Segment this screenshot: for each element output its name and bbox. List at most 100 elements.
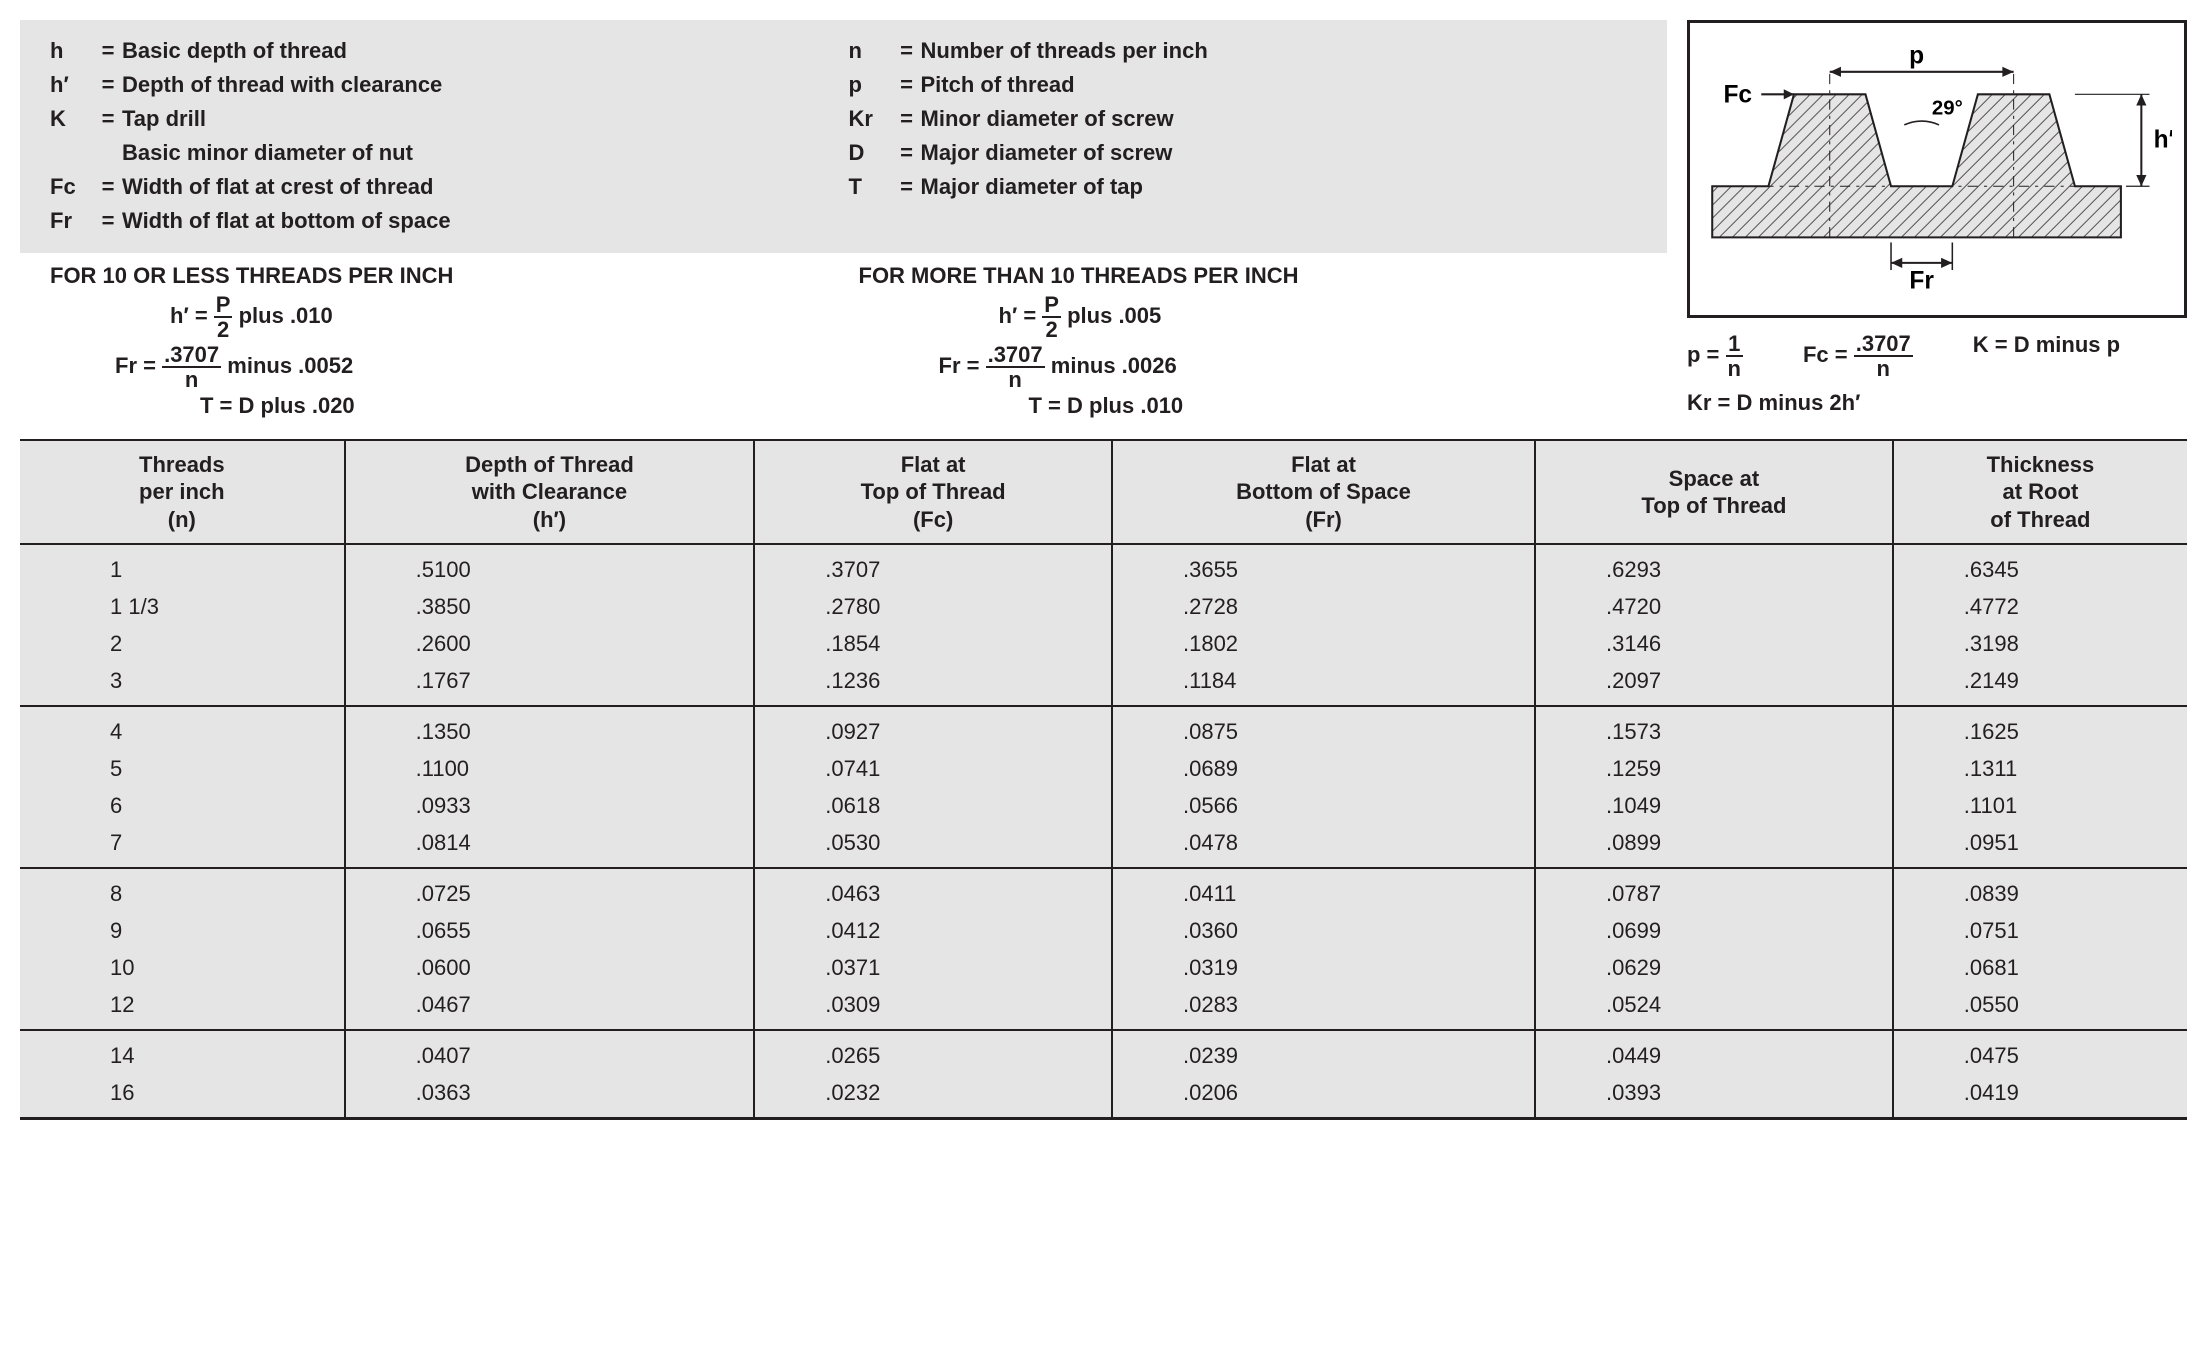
table-cell: .0232	[754, 1074, 1112, 1119]
table-cell: 5	[20, 750, 345, 787]
equals-sign: =	[94, 204, 122, 238]
definitions-box: h=Basic depth of threadh′=Depth of threa…	[20, 20, 1667, 253]
definition-symbol: D	[849, 136, 893, 170]
table-cell: .1350	[345, 706, 755, 750]
formula-p: p = 1n	[1687, 332, 1743, 380]
table-cell: .2097	[1535, 662, 1893, 706]
diagram-p-label: p	[1909, 43, 1924, 70]
table-cell: 6	[20, 787, 345, 824]
definitions-left: h=Basic depth of threadh′=Depth of threa…	[50, 34, 849, 239]
table-cell: 14	[20, 1030, 345, 1074]
table-row: 6.0933.0618.0566.1049.1101	[20, 787, 2187, 824]
definition-desc: Major diameter of screw	[921, 136, 1648, 170]
equals-sign: =	[893, 102, 921, 136]
definition-desc: Pitch of thread	[921, 68, 1648, 102]
table-cell: .0206	[1112, 1074, 1535, 1119]
table-row: 9.0655.0412.0360.0699.0751	[20, 912, 2187, 949]
table-cell: .0265	[754, 1030, 1112, 1074]
definition-desc: Depth of thread with clearance	[122, 68, 849, 102]
table-header: Space atTop of Thread	[1535, 440, 1893, 545]
table-cell: 1	[20, 544, 345, 588]
formula-k: K = D minus p	[1973, 332, 2120, 380]
table-cell: .0875	[1112, 706, 1535, 750]
table-cell: .4772	[1893, 588, 2187, 625]
table-row: 1 1/3.3850.2780.2728.4720.4772	[20, 588, 2187, 625]
table-cell: 1 1/3	[20, 588, 345, 625]
table-row: 16.0363.0232.0206.0393.0419	[20, 1074, 2187, 1119]
table-cell: .0371	[754, 949, 1112, 986]
definition-row: Fr=Width of flat at bottom of space	[50, 204, 849, 238]
definition-row: h′=Depth of thread with clearance	[50, 68, 849, 102]
table-cell: .6293	[1535, 544, 1893, 588]
formula-h-left: h′ = P2 plus .010	[50, 293, 859, 341]
table-cell: 3	[20, 662, 345, 706]
definitions-right: n=Number of threads per inchp=Pitch of t…	[849, 34, 1648, 239]
definition-desc: Width of flat at bottom of space	[122, 204, 849, 238]
table-cell: .0725	[345, 868, 755, 912]
table-cell: .0393	[1535, 1074, 1893, 1119]
table-cell: .6345	[1893, 544, 2187, 588]
table-cell: .0239	[1112, 1030, 1535, 1074]
table-cell: .0530	[754, 824, 1112, 868]
definition-desc: Major diameter of tap	[921, 170, 1648, 204]
thread-diagram: p 29° Fc Fr h′	[1687, 20, 2187, 318]
definition-row: D=Major diameter of screw	[849, 136, 1648, 170]
definition-symbol: h′	[50, 68, 94, 102]
equals-sign: =	[893, 34, 921, 68]
table-cell: .1854	[754, 625, 1112, 662]
table-cell: .0363	[345, 1074, 755, 1119]
table-cell: .0600	[345, 949, 755, 986]
formula-t-left: T = D plus .020	[50, 393, 859, 419]
definition-row: T=Major diameter of tap	[849, 170, 1648, 204]
formula-fc: Fc = .3707n	[1803, 332, 1913, 380]
table-cell: .1625	[1893, 706, 2187, 750]
table-cell: 2	[20, 625, 345, 662]
table-cell: .2600	[345, 625, 755, 662]
table-cell: .0689	[1112, 750, 1535, 787]
table-header: Threadsper inch(n)	[20, 440, 345, 545]
formula-heading-left: FOR 10 OR LESS THREADS PER INCH	[50, 263, 859, 289]
table-cell: 4	[20, 706, 345, 750]
table-cell: .1802	[1112, 625, 1535, 662]
svg-text:29°: 29°	[1932, 98, 1963, 120]
table-header: Flat atBottom of Space(Fr)	[1112, 440, 1535, 545]
table-cell: .1100	[345, 750, 755, 787]
definition-symbol: p	[849, 68, 893, 102]
table-cell: .2780	[754, 588, 1112, 625]
table-cell: .0951	[1893, 824, 2187, 868]
table-header: Flat atTop of Thread(Fc)	[754, 440, 1112, 545]
formula-left: FOR 10 OR LESS THREADS PER INCH h′ = P2 …	[50, 263, 859, 421]
table-cell: .5100	[345, 544, 755, 588]
definition-desc: Width of flat at crest of thread	[122, 170, 849, 204]
table-cell: .3198	[1893, 625, 2187, 662]
table-cell: .0933	[345, 787, 755, 824]
table-cell: .2728	[1112, 588, 1535, 625]
table-row: 10.0600.0371.0319.0629.0681	[20, 949, 2187, 986]
table-row: 4.1350.0927.0875.1573.1625	[20, 706, 2187, 750]
svg-text:Fc: Fc	[1723, 81, 1752, 108]
table-cell: .0411	[1112, 868, 1535, 912]
definition-desc: Minor diameter of screw	[921, 102, 1648, 136]
diagram-formulas: p = 1n Fc = .3707n K = D minus p Kr = D …	[1687, 318, 2187, 416]
table-cell: .1573	[1535, 706, 1893, 750]
table-cell: .0927	[754, 706, 1112, 750]
table-cell: .3655	[1112, 544, 1535, 588]
definition-row: K=Tap drill	[50, 102, 849, 136]
equals-sign: =	[94, 102, 122, 136]
formula-right: FOR MORE THAN 10 THREADS PER INCH h′ = P…	[859, 263, 1668, 421]
definition-symbol: K	[50, 102, 94, 136]
table-cell: .0412	[754, 912, 1112, 949]
table-row: 12.0467.0309.0283.0524.0550	[20, 986, 2187, 1030]
table-row: 8.0725.0463.0411.0787.0839	[20, 868, 2187, 912]
table-cell: .0814	[345, 824, 755, 868]
table-cell: 7	[20, 824, 345, 868]
table-cell: 16	[20, 1074, 345, 1119]
table-cell: .3707	[754, 544, 1112, 588]
definition-symbol: Fr	[50, 204, 94, 238]
table-row: 3.1767.1236.1184.2097.2149	[20, 662, 2187, 706]
formula-h-right: h′ = P2 plus .005	[859, 293, 1668, 341]
definitions-and-formulas: h=Basic depth of threadh′=Depth of threa…	[20, 20, 1667, 421]
table-cell: .0899	[1535, 824, 1893, 868]
table-row: 5.1100.0741.0689.1259.1311	[20, 750, 2187, 787]
equals-sign: =	[893, 68, 921, 102]
